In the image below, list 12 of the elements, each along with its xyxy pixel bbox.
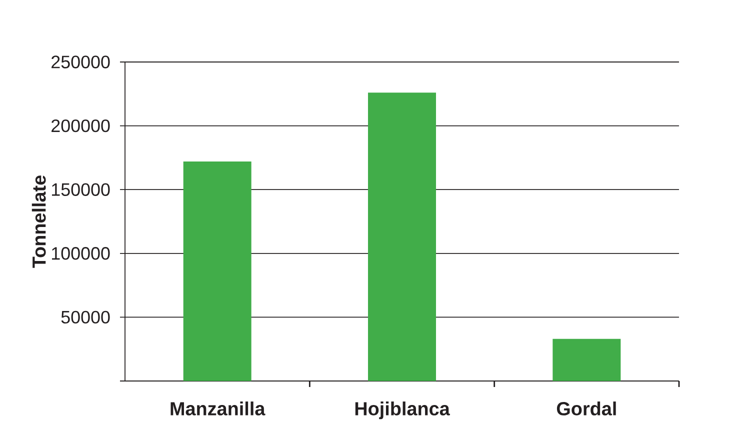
y-tick-label: 150000: [52, 183, 110, 196]
x-tick-label: Manzanilla: [170, 402, 266, 416]
y-tick-label: 200000: [52, 119, 110, 132]
y-tick-label: 250000: [52, 56, 110, 68]
x-tick-label: Hojiblanca: [355, 402, 450, 420]
y-tick-label: 50000: [61, 310, 110, 324]
bar: [368, 92, 436, 381]
x-tick-label: Gordal: [556, 402, 616, 416]
bar: [552, 338, 621, 381]
y-axis-title: Tonnellate: [32, 176, 46, 268]
y-tick-label: 100000: [52, 247, 110, 260]
bar: [183, 162, 252, 381]
